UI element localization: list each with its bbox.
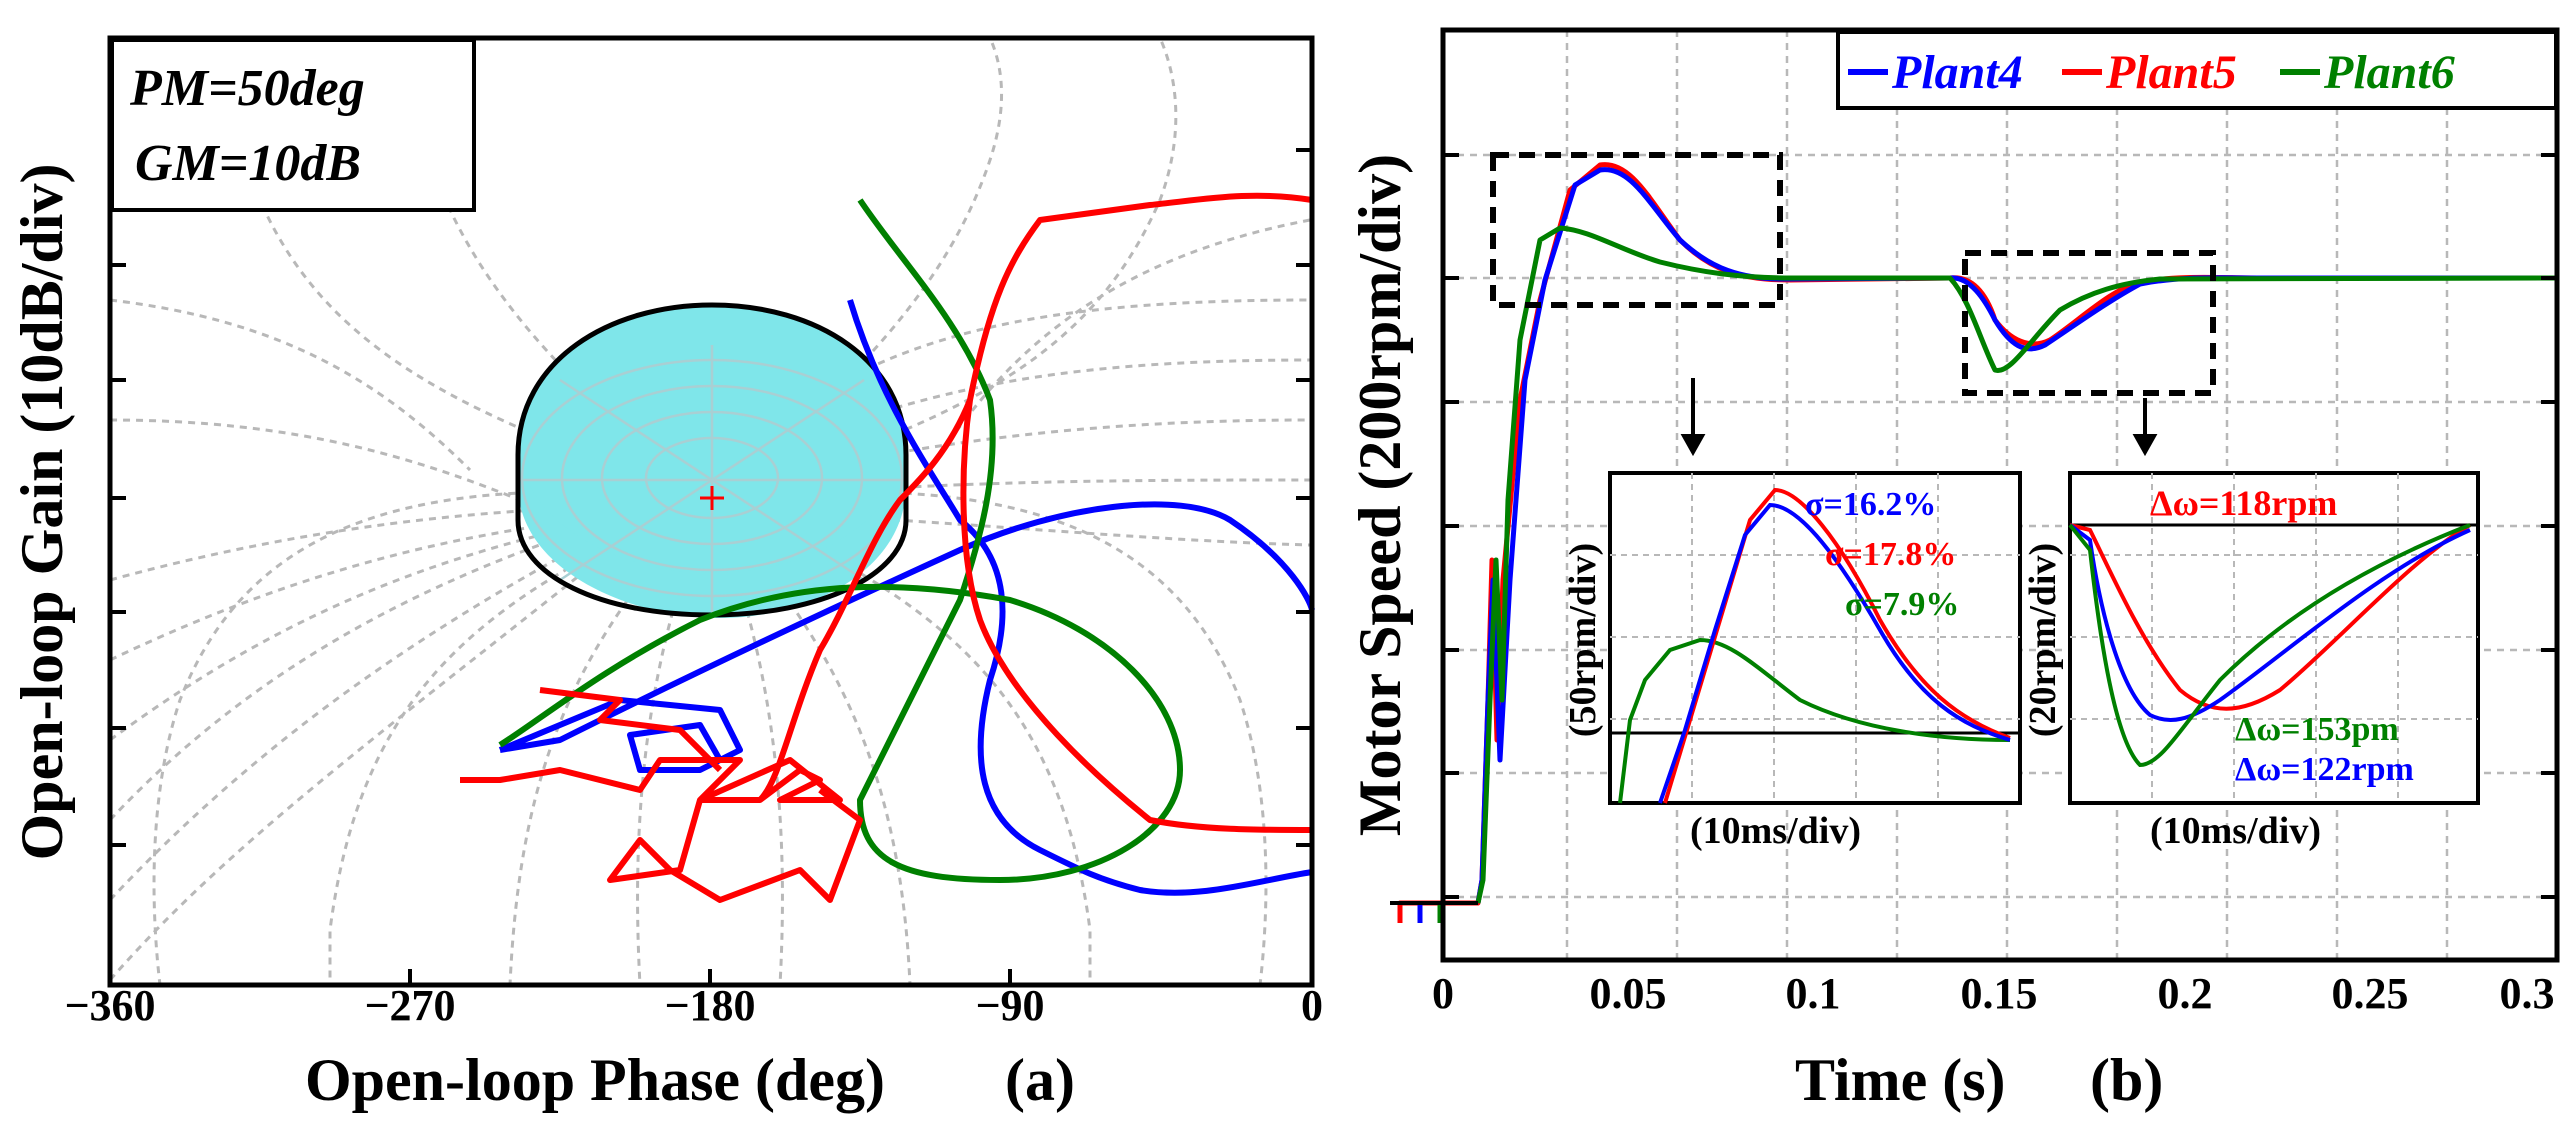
xtick-a-1: −270 <box>364 981 455 1030</box>
nichols-grid <box>108 37 1311 986</box>
panel-label-a: (a) <box>1005 1047 1075 1113</box>
nichols-curves <box>460 192 1315 903</box>
zoom-box-1 <box>1490 152 1783 308</box>
legend-plant6: Plant6 <box>2323 46 2455 99</box>
y-axis-label-a: Open-loop Gain (10dB/div) <box>9 164 75 861</box>
xtick-a-4: 0 <box>1301 981 1323 1030</box>
inset-1: σ=16.2% σ=17.8% σ=7.9% (10ms/div) (50rpm… <box>1562 471 2022 852</box>
inset2-x-label: (10ms/div) <box>2150 810 2321 852</box>
xtick-b-1: 0.05 <box>1590 969 1667 1018</box>
inset2-top-label: Δω=118rpm <box>2150 483 2337 523</box>
zoom-arrows <box>1680 378 2158 457</box>
plant6-step-curve <box>1437 225 2558 923</box>
xtick-a-3: −90 <box>975 981 1044 1030</box>
gm-label: GM=10dB <box>135 135 361 192</box>
x-axis-label-b: Time (s) <box>1795 1047 2006 1113</box>
critical-point-marker <box>700 486 724 510</box>
inset1-label-plant5: σ=17.8% <box>1825 536 1956 573</box>
y-axis-label-b: Motor Speed (200rpm/div) <box>1347 154 1413 836</box>
x-axis-label-a: Open-loop Phase (deg) <box>305 1047 885 1113</box>
inset-2: Δω=118rpm Δω=153pm Δω=122rpm (10ms/div) … <box>2022 471 2480 852</box>
legend-plant4: Plant4 <box>1891 46 2023 99</box>
panel-b: σ=16.2% σ=17.8% σ=7.9% (10ms/div) (50rpm… <box>1347 27 2560 1113</box>
xtick-labels-b: 0 0.05 0.1 0.15 0.2 0.25 0.3 <box>1432 969 2555 1018</box>
inset1-label-plant6: σ=7.9% <box>1845 586 1959 623</box>
plant5-nichols-curve <box>460 192 1313 903</box>
region-outline <box>515 302 909 618</box>
plant6-nichols-curve <box>498 198 1183 883</box>
xtick-a-0: −360 <box>64 981 155 1030</box>
plant5-nichols-curve-2 <box>539 687 723 773</box>
xtick-labels-a: −360 −270 −180 −90 0 <box>64 981 1323 1030</box>
step-responses <box>1390 162 2558 923</box>
inset1-plant4 <box>1658 502 2011 804</box>
margin-spec-box <box>110 38 476 212</box>
inset2-y-label: (20rpm/div) <box>2022 543 2064 737</box>
xtick-b-6: 0.3 <box>2500 969 2555 1018</box>
xtick-b-2: 0.1 <box>1786 969 1841 1018</box>
inset2-plant6 <box>2068 523 2471 768</box>
inset1-y-label: (50rpm/div) <box>1562 543 1604 737</box>
xtick-b-4: 0.2 <box>2158 969 2213 1018</box>
inset1-label-plant4: σ=16.2% <box>1805 486 1936 523</box>
axes-b-frame <box>1440 27 2560 963</box>
margin-region <box>515 302 909 618</box>
inset2-label-plant4: Δω=122rpm <box>2235 751 2414 788</box>
panel-label-b: (b) <box>2090 1047 2163 1113</box>
inset1-plant6 <box>1618 637 2011 804</box>
legend-plant5: Plant5 <box>2105 46 2237 99</box>
panel-a: PM=50deg GM=10dB −360 −270 −180 −90 0 Op… <box>9 35 1323 1113</box>
legend-b: Plant4 Plant5 Plant6 <box>1836 30 2558 110</box>
inset1-x-label: (10ms/div) <box>1690 810 1861 852</box>
axes-b-ticks <box>1443 153 2557 899</box>
xtick-b-5: 0.25 <box>2332 969 2409 1018</box>
zoom-box-2 <box>1962 250 2216 396</box>
inset2-plant5 <box>2069 523 2472 711</box>
inset1-plant5 <box>1663 487 2011 804</box>
xtick-b-0: 0 <box>1432 969 1454 1018</box>
inset2-label-plant6: Δω=153pm <box>2235 711 2399 748</box>
xtick-b-3: 0.15 <box>1961 969 2038 1018</box>
pm-label: PM=50deg <box>129 60 365 117</box>
plant4-nichols-curve <box>847 299 1313 896</box>
xtick-a-2: −180 <box>664 981 755 1030</box>
